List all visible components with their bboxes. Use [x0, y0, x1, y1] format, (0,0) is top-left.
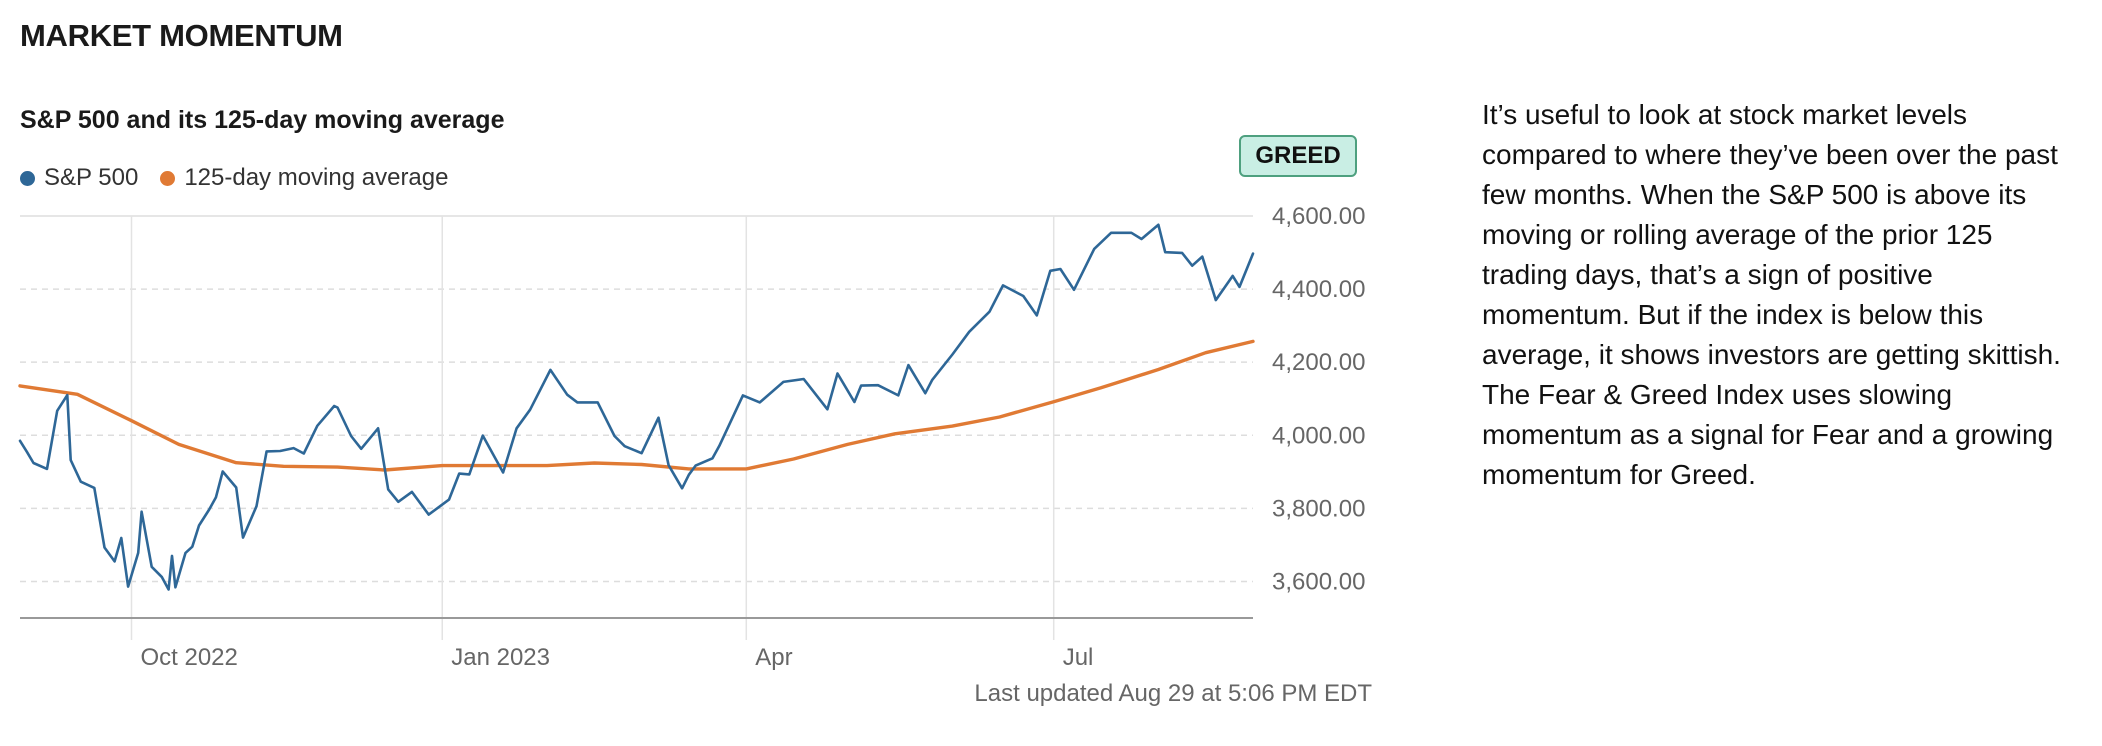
y-tick-label: 3,600.00 — [1272, 568, 1365, 595]
legend-label-moving-average: 125-day moving average — [184, 164, 449, 191]
chart-legend: S&P 500 125-day moving average — [20, 164, 470, 192]
y-tick-label: 4,000.00 — [1272, 422, 1365, 449]
legend-label-sp500: S&P 500 — [44, 164, 139, 191]
chart-title: S&P 500 and its 125-day moving average — [20, 106, 505, 134]
x-tick-label: Apr — [755, 644, 792, 670]
legend-dot-sp500 — [20, 170, 35, 186]
series-line-sp500 — [18, 223, 1255, 591]
series-line-moving-average — [18, 339, 1255, 472]
legend-item-sp500[interactable]: S&P 500 — [20, 164, 138, 192]
x-tick-label: Jan 2023 — [451, 644, 550, 670]
description-text: It’s useful to look at stock market leve… — [1482, 99, 2061, 490]
y-tick-label: 3,800.00 — [1272, 495, 1365, 522]
x-tick-label: Oct 2022 — [140, 644, 237, 670]
y-tick-label: 4,600.00 — [1272, 203, 1365, 230]
chart-plot: 3,600.00 3,800.00 4,000.00 4,200.00 4,400.00… — [18, 203, 1365, 670]
legend-dot-moving-average — [160, 170, 176, 186]
y-tick-label: 4,200.00 — [1272, 349, 1365, 376]
section-title: MARKET MOMENTUM — [20, 18, 343, 53]
y-tick-label: 4,400.00 — [1272, 276, 1365, 303]
x-tick-label: Jul — [1063, 644, 1094, 670]
last-updated: Last updated Aug 29 at 5:06 PM EDT — [974, 680, 1372, 707]
legend-item-moving-average[interactable]: 125-day moving average — [160, 164, 448, 192]
rating-badge: GREED — [1239, 135, 1357, 177]
